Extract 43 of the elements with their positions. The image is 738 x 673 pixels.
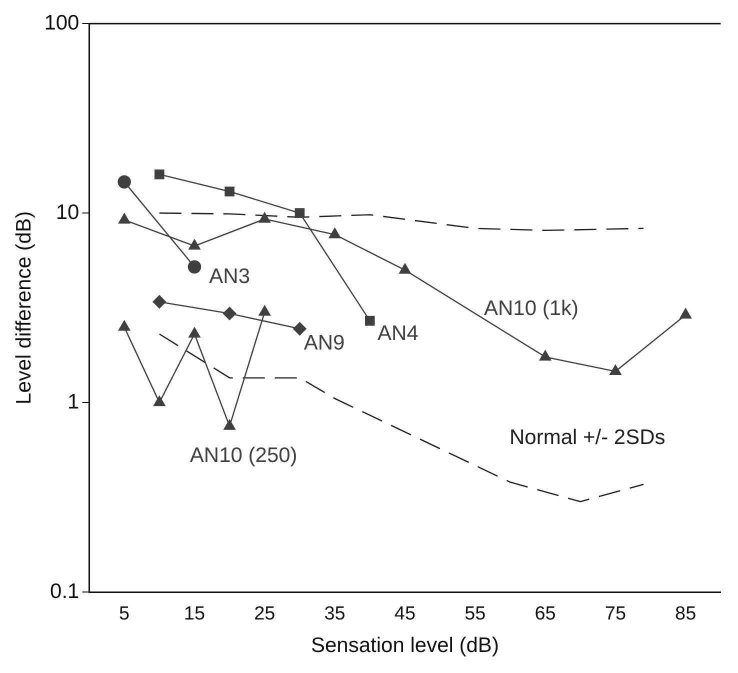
point [118,213,130,224]
series-label: AN10 (1k) [484,297,579,320]
y-tick-label: 10 [56,200,80,224]
point [188,260,202,274]
point [188,239,200,250]
y-tick-label: 100 [44,11,80,34]
x-tick-label: 15 [184,604,206,625]
point [258,212,270,223]
point [294,208,305,218]
point [222,306,236,320]
point [154,170,164,180]
series-label: AN9 [304,331,345,354]
point [364,316,375,326]
point [118,320,130,331]
point [680,308,692,319]
series-label: AN10 (250) [190,444,298,468]
x-tick-label: 45 [394,604,416,625]
x-tick-label: 75 [604,604,626,625]
point [224,186,234,196]
y-axis-title: Level difference (dB) [12,211,36,404]
y-tick-label: 1 [68,390,80,414]
point [328,228,341,238]
y-tick-label: 0.1 [50,580,80,603]
x-tick-label: 55 [464,604,486,625]
point [610,364,622,376]
point [154,396,166,406]
point [224,420,236,430]
point [118,175,131,189]
series-label: Normal +/- 2SDs [509,426,666,449]
x-tick-label: 65 [534,604,556,625]
x-axis-title: Sensation level (dB) [311,634,499,658]
series-label: AN4 [378,322,419,345]
x-tick-label: 25 [254,604,276,625]
point [539,350,552,361]
series-label: AN3 [209,264,250,288]
point [188,327,200,338]
point [399,263,411,274]
point [152,295,166,308]
x-tick-label: 35 [324,604,346,625]
point [293,322,306,336]
x-tick-label: 5 [119,604,130,625]
point [258,305,270,316]
x-tick-label: 85 [675,604,696,625]
